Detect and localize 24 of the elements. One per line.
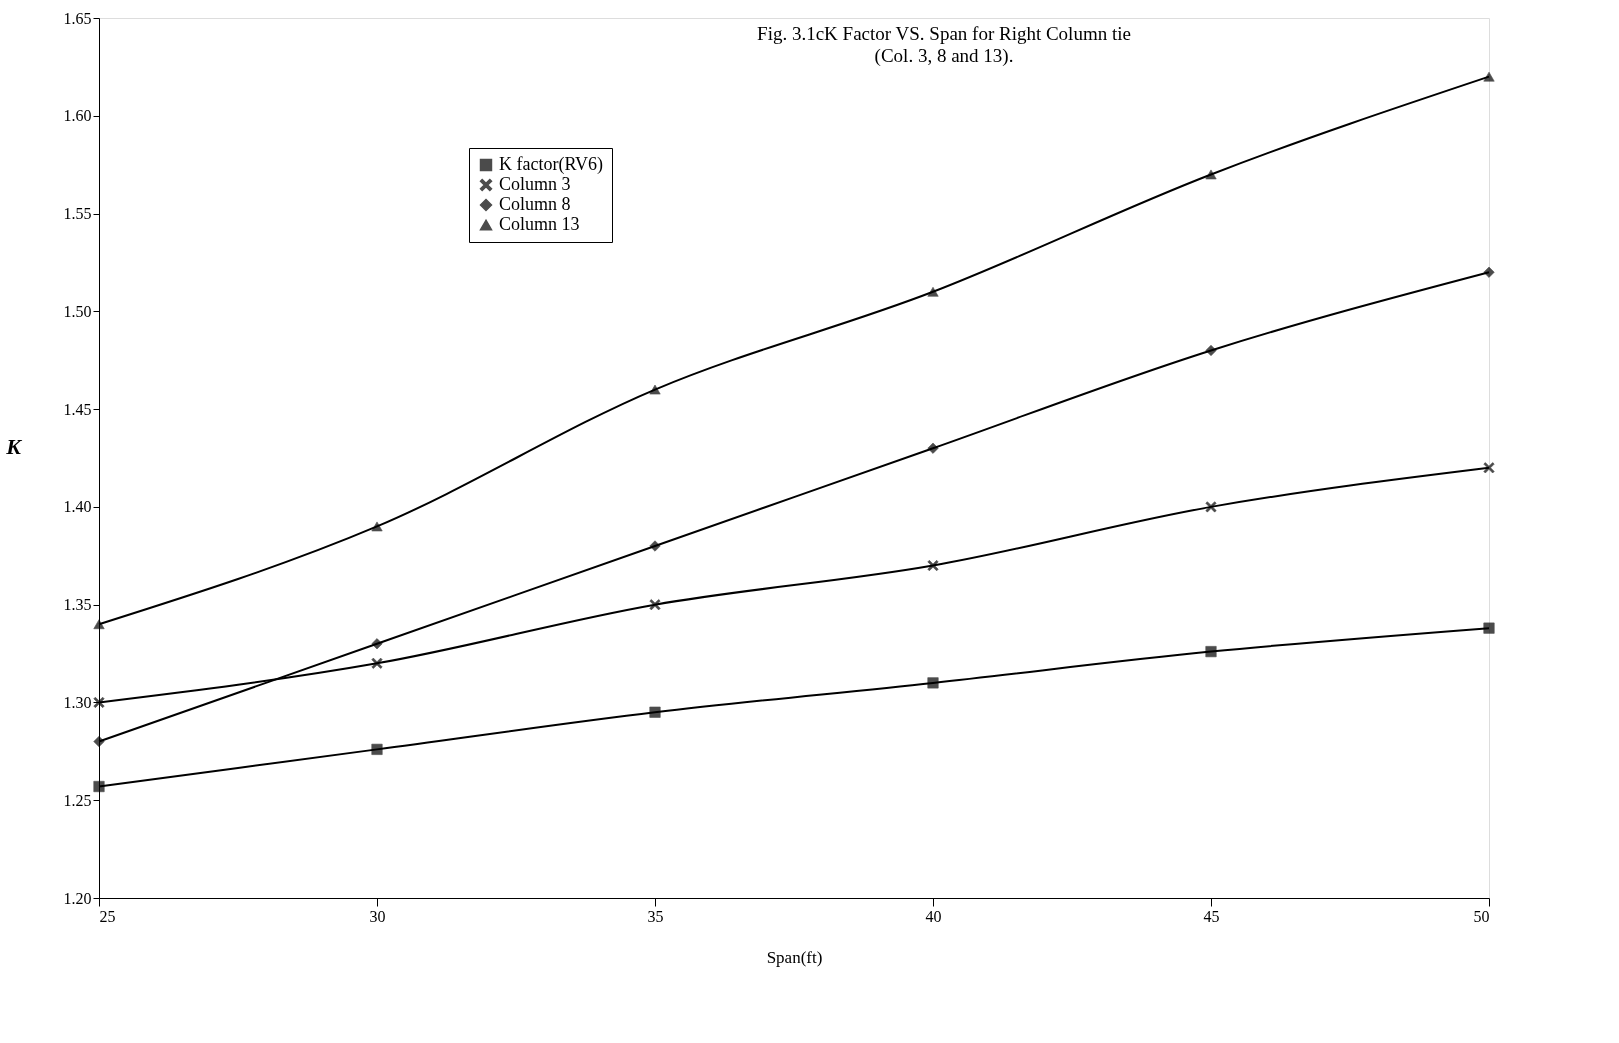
y-tick-label: 1.45 xyxy=(63,400,92,418)
y-tick-label: 1.30 xyxy=(63,693,92,711)
legend-label: Column 13 xyxy=(499,214,580,234)
chart-title: Fig. 3.1cK Factor VS. Span for Right Column tie xyxy=(757,23,1131,44)
legend-label: Column 3 xyxy=(499,174,571,194)
y-axis-title: K xyxy=(5,433,23,459)
y-tick-label: 1.50 xyxy=(63,302,92,320)
y-tick-label: 1.35 xyxy=(63,596,92,614)
y-tick-label: 1.20 xyxy=(63,889,92,907)
y-tick-label: 1.25 xyxy=(63,791,92,809)
x-tick-label: 25 xyxy=(99,907,116,925)
x-tick-label: 30 xyxy=(369,907,386,925)
x-tick-label: 50 xyxy=(1473,907,1490,925)
x-axis-title: Span(ft) xyxy=(766,947,823,967)
legend-label: Column 8 xyxy=(499,194,571,214)
y-tick-label: 1.60 xyxy=(63,107,92,125)
text: (Col. 3, 8 and 13). xyxy=(874,45,1014,67)
y-tick-label: 1.40 xyxy=(63,498,92,516)
x-tick-label: 40 xyxy=(925,907,942,925)
x-tick-label: 35 xyxy=(647,907,664,925)
y-tick-label: 1.65 xyxy=(63,9,92,27)
legend-label: K factor(RV6) xyxy=(499,154,604,175)
y-tick-label: 1.55 xyxy=(63,205,92,223)
x-tick-label: 45 xyxy=(1203,907,1220,925)
